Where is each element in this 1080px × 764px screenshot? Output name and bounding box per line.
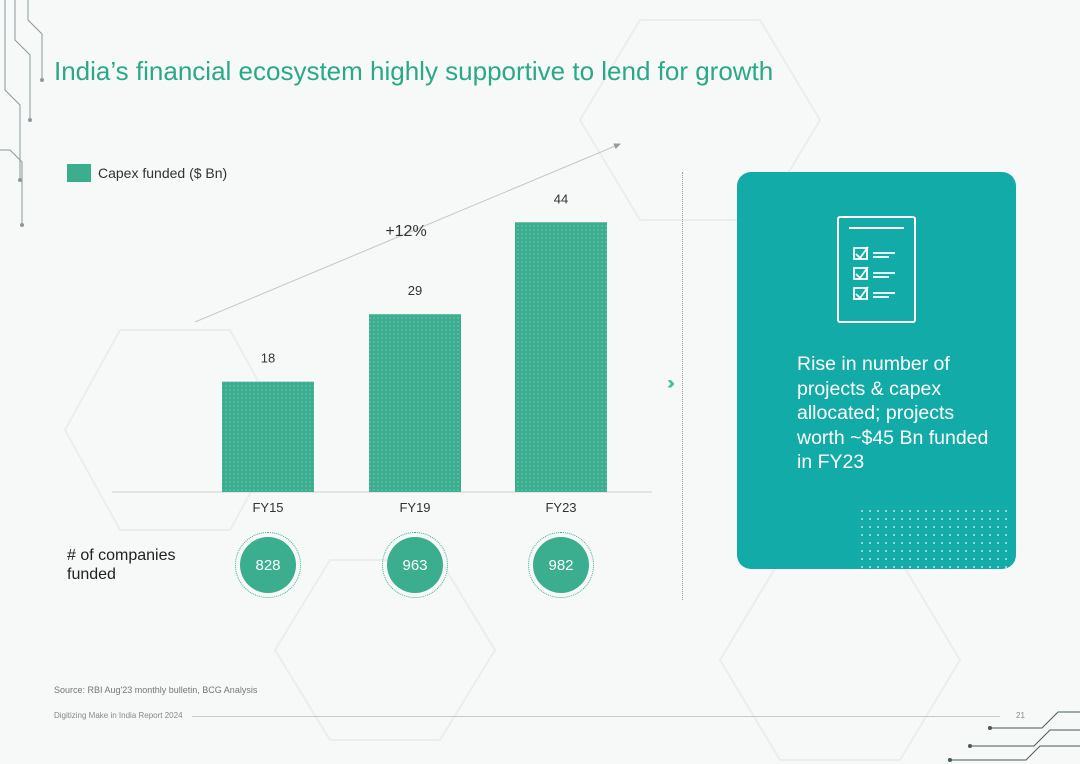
companies-count-circle: 982 — [528, 532, 594, 598]
bar-texture-fy19 — [369, 314, 461, 492]
footer-report-name: Digitizing Make in India Report 2024 — [54, 711, 183, 720]
chart-legend: Capex funded ($ Bn) — [67, 164, 227, 182]
circuit-decoration-bottom-right — [948, 711, 1080, 762]
bar-value-label: 29 — [408, 283, 422, 298]
bar-texture-fy23 — [515, 222, 607, 492]
insight-card: Rise in number of projects & capex alloc… — [737, 172, 1016, 569]
x-tick-label: FY23 — [545, 500, 576, 515]
source-note: Source: RBI Aug'23 monthly bulletin, BCG… — [54, 685, 258, 695]
chevron-right-icon: ››› — [667, 373, 675, 393]
decorative-dots — [859, 508, 1009, 568]
section-divider — [682, 172, 683, 600]
x-tick-label: FY19 — [399, 500, 430, 515]
insight-text: Rise in number of projects & capex alloc… — [797, 353, 989, 473]
footer-rule — [192, 716, 1000, 717]
bar-texture-fy15 — [222, 381, 314, 492]
companies-count-value: 982 — [533, 537, 589, 593]
bar-chart: +12% 18 FY15 29 FY19 44 FY23 — [112, 143, 652, 515]
growth-arrow — [194, 143, 621, 323]
companies-funded-label: # of companies funded — [67, 547, 176, 583]
page-title: India’s financial ecosystem highly suppo… — [54, 56, 774, 86]
bar-value-label: 18 — [261, 351, 275, 366]
legend-swatch — [67, 164, 91, 182]
x-tick-label: FY15 — [252, 500, 283, 515]
checklist-icon — [837, 216, 916, 323]
circuit-decoration-top-left — [0, 0, 44, 227]
legend-label: Capex funded ($ Bn) — [98, 165, 228, 181]
bar-value-label: 44 — [554, 191, 568, 206]
page-number: 21 — [1016, 711, 1025, 720]
companies-count-value: 963 — [387, 537, 443, 593]
companies-count-circle: 828 — [235, 532, 301, 598]
growth-label: +12% — [385, 223, 426, 240]
companies-count-circle: 963 — [382, 532, 448, 598]
companies-count-value: 828 — [240, 537, 296, 593]
